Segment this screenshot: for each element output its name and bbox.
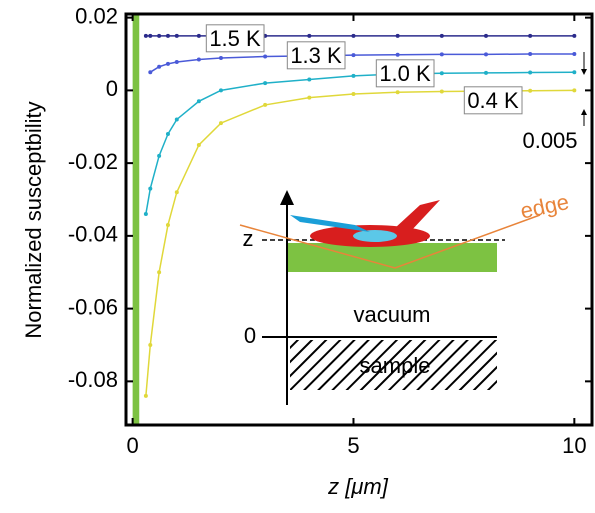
y-tick-label: 0 <box>106 76 118 101</box>
inset-arrow <box>280 190 294 205</box>
data-point <box>483 52 488 57</box>
data-point <box>572 70 577 75</box>
series-label: 1.3 K <box>290 43 342 68</box>
data-point <box>196 142 201 147</box>
data-point <box>157 270 162 275</box>
inset-pickup <box>353 230 397 242</box>
series-label: 0.4 K <box>467 88 519 113</box>
y-tick-label: -0.06 <box>68 294 118 319</box>
x-tick-label: 5 <box>347 433 359 458</box>
inset-label: sample <box>360 353 431 378</box>
x-tick-label: 10 <box>562 433 586 458</box>
data-point <box>528 33 533 38</box>
data-point <box>528 88 533 93</box>
data-point <box>307 77 312 82</box>
data-point <box>307 95 312 100</box>
series-label: 1.5 K <box>209 26 261 51</box>
inset-label: vacuum <box>353 302 430 327</box>
y-tick-label: 0.02 <box>75 3 118 28</box>
y-tick-label: -0.02 <box>68 149 118 174</box>
data-point <box>165 33 170 38</box>
data-point <box>157 33 162 38</box>
data-point <box>143 33 148 38</box>
data-point <box>528 70 533 75</box>
series-label-box <box>286 41 346 70</box>
data-point <box>572 33 577 38</box>
data-point <box>196 99 201 104</box>
scale-arrow <box>581 69 587 75</box>
data-point <box>351 73 356 78</box>
data-point <box>439 52 444 57</box>
data-point <box>395 90 400 95</box>
inset-label: edge <box>518 189 571 224</box>
data-point <box>307 33 312 38</box>
data-point <box>351 33 356 38</box>
shaded-region <box>132 14 140 425</box>
data-point <box>148 33 153 38</box>
data-point <box>439 71 444 76</box>
inset: z 0 vacuum sample edge <box>239 189 571 405</box>
data-point <box>148 186 153 191</box>
data-point <box>196 57 201 62</box>
data-point <box>143 212 148 217</box>
data-point <box>528 52 533 57</box>
series-label-box <box>375 59 435 88</box>
data-point <box>148 342 153 347</box>
inset-label: 0 <box>244 323 256 348</box>
x-tick-label: 0 <box>127 433 139 458</box>
x-axis-label: z [μm] <box>327 474 389 499</box>
data-point <box>174 190 179 195</box>
series-label-box <box>463 86 523 115</box>
data-point <box>351 92 356 97</box>
data-point <box>483 70 488 75</box>
data-point <box>148 70 153 75</box>
data-point <box>174 60 179 65</box>
series-label: 1.0 K <box>379 61 431 86</box>
data-point <box>165 61 170 66</box>
data-point <box>263 81 268 86</box>
scale-arrow <box>581 109 587 115</box>
data-point <box>483 33 488 38</box>
fit-line <box>149 53 575 73</box>
data-point <box>143 393 148 398</box>
plot-frame <box>124 12 594 427</box>
data-point <box>218 121 223 126</box>
scale-bar-label: 0.005 <box>522 128 577 153</box>
inset-lead <box>290 215 370 232</box>
y-tick-label: -0.08 <box>68 367 118 392</box>
data-point <box>157 64 162 69</box>
data-point <box>157 153 162 158</box>
data-point <box>572 88 577 93</box>
inset-edge-line <box>239 214 541 269</box>
data-point <box>263 102 268 107</box>
data-point <box>196 33 201 38</box>
inset-label: z <box>243 226 254 251</box>
inset-lead <box>395 200 440 232</box>
y-axis-label: Normalized susceptbility <box>21 101 46 338</box>
data-point <box>439 89 444 94</box>
series-label-box <box>205 24 265 53</box>
y-tick-label: -0.04 <box>68 222 118 247</box>
data-point <box>218 88 223 93</box>
inset-sample <box>290 340 497 390</box>
data-point <box>263 54 268 59</box>
data-point <box>174 33 179 38</box>
data-point <box>395 52 400 57</box>
data-point <box>165 222 170 227</box>
data-point <box>351 53 356 58</box>
data-point <box>165 132 170 137</box>
data-point <box>174 117 179 122</box>
data-point <box>439 33 444 38</box>
data-point <box>395 33 400 38</box>
data-point <box>572 52 577 57</box>
data-point <box>218 56 223 61</box>
